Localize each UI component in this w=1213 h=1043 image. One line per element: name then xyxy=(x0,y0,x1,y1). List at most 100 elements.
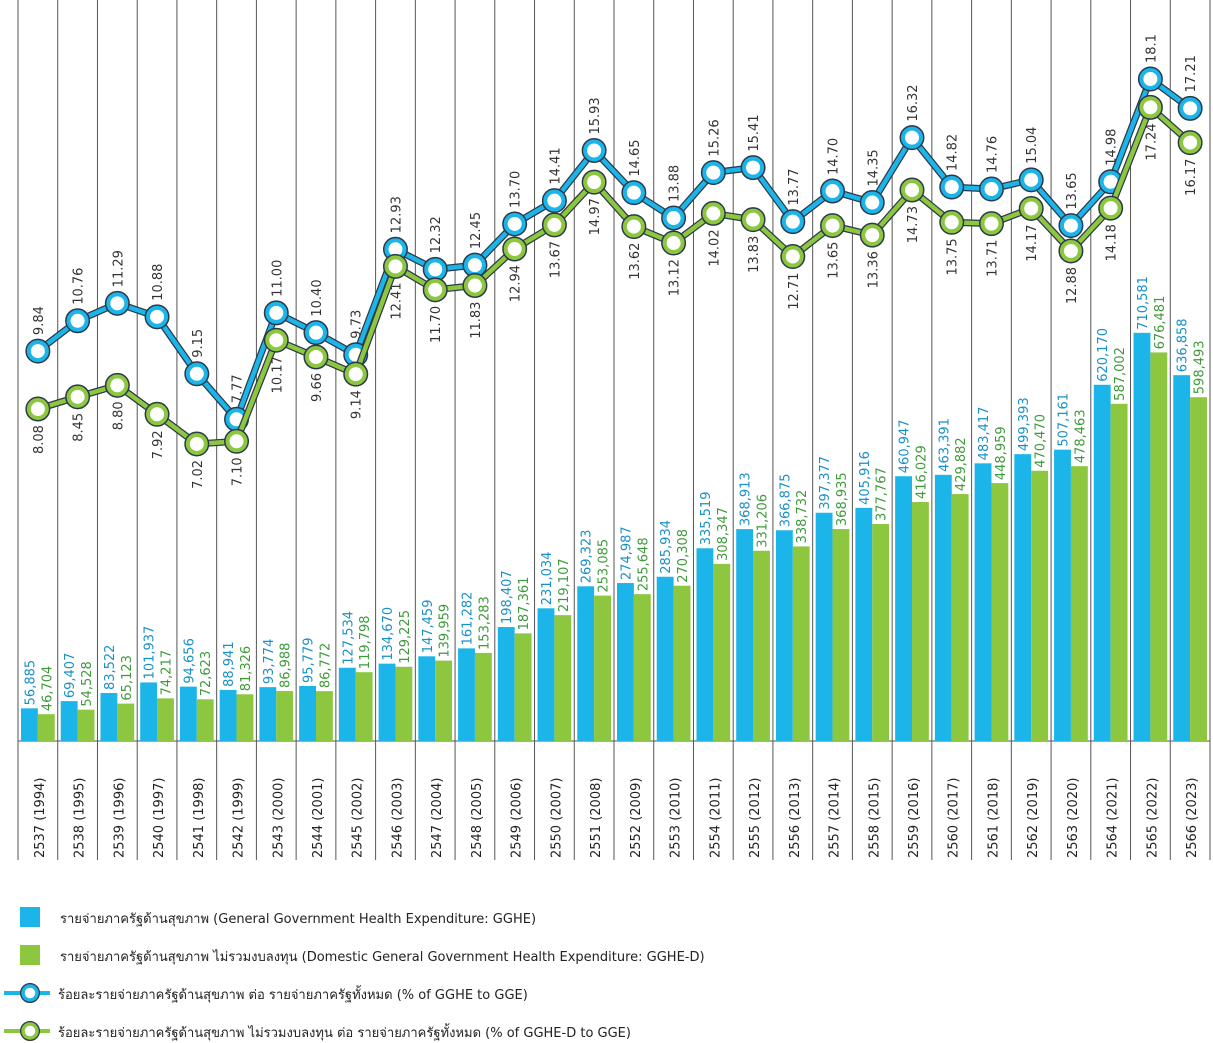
bar xyxy=(276,691,294,741)
marker-ring xyxy=(463,274,486,297)
marker-ring xyxy=(424,258,447,281)
bar-value-label: 368,913 xyxy=(739,472,754,526)
bar-value-label: 119,798 xyxy=(358,615,373,669)
bar xyxy=(832,529,850,741)
marker-ring xyxy=(66,385,89,408)
x-tick-label: 2547 (2004) xyxy=(430,778,445,858)
bar xyxy=(895,476,912,741)
bar-value-label: 231,034 xyxy=(540,552,555,606)
bar xyxy=(1150,352,1168,741)
bar xyxy=(435,660,453,741)
bar-value-label: 147,459 xyxy=(421,600,436,654)
bar-value-label: 153,283 xyxy=(477,596,492,650)
bar xyxy=(633,594,651,741)
bar xyxy=(656,576,674,741)
line-value-label: 13.62 xyxy=(628,243,643,280)
line-value-label: 14.97 xyxy=(588,198,603,235)
bar xyxy=(196,699,214,741)
marker-ring xyxy=(305,321,327,344)
line-value-label: 14.98 xyxy=(1105,129,1120,166)
bar-value-label: 94,656 xyxy=(182,638,197,684)
line-value-label: 15.04 xyxy=(1025,127,1040,164)
marker-ring xyxy=(185,362,208,385)
bar xyxy=(219,689,237,741)
line-value-label: 12.41 xyxy=(389,282,404,319)
bar-value-label: 81,326 xyxy=(239,646,254,692)
line-value-label: 7.77 xyxy=(231,374,246,403)
bar xyxy=(554,615,572,741)
bar xyxy=(577,586,595,741)
line-value-label: 14.35 xyxy=(866,149,881,186)
bar xyxy=(792,546,810,741)
bar-value-label: 308,347 xyxy=(716,507,731,561)
bar xyxy=(1173,375,1191,741)
line-value-label: 9.66 xyxy=(310,373,325,402)
bar-value-label: 478,463 xyxy=(1073,409,1088,463)
bar-value-label: 101,937 xyxy=(143,626,158,680)
bar-value-label: 253,085 xyxy=(597,539,612,593)
line-value-label: 13.75 xyxy=(946,238,961,275)
marker-ring xyxy=(26,398,49,421)
line-value-label: 8.08 xyxy=(32,425,47,454)
line-value-label: 14.82 xyxy=(946,134,961,171)
line-value-label: 15.41 xyxy=(747,114,762,151)
marker-ring xyxy=(861,224,884,247)
bar xyxy=(1093,384,1111,741)
marker-ring xyxy=(742,208,765,231)
line-value-label: 16.32 xyxy=(906,84,921,121)
marker-ring xyxy=(940,176,963,199)
line-value-label: 10.76 xyxy=(72,268,87,305)
marker-ring xyxy=(980,178,1003,201)
bar-value-label: 499,393 xyxy=(1017,397,1032,451)
bar-value-label: 483,417 xyxy=(977,407,992,461)
line-value-label: 12.94 xyxy=(509,265,524,302)
bar-value-label: 429,882 xyxy=(954,437,969,491)
bar xyxy=(37,714,55,741)
marker-ring xyxy=(543,189,566,212)
x-tick-label: 2546 (2003) xyxy=(390,778,405,858)
marker-ring xyxy=(106,374,129,397)
bar-value-label: 335,519 xyxy=(699,492,714,546)
marker-ring xyxy=(146,305,169,328)
marker-ring xyxy=(583,139,606,162)
marker-ring xyxy=(781,245,804,268)
line-value-label: 15.93 xyxy=(588,97,603,134)
legend-label: ร้อยละรายจ่ายภาครัฐด้านสุขภาพ ต่อ รายจ่า… xyxy=(58,985,528,1003)
line-value-label: 13.88 xyxy=(668,165,683,202)
marker-ring xyxy=(106,292,129,315)
bar xyxy=(1031,470,1049,741)
bar-value-label: 269,323 xyxy=(580,530,595,584)
line-value-label: 14.17 xyxy=(1025,224,1040,261)
bar xyxy=(872,524,890,741)
legend-label: รายจ่ายภาครัฐด้านสุขภาพ (General Governm… xyxy=(60,912,536,927)
marker-ring xyxy=(821,214,844,237)
marker-ring xyxy=(861,191,884,214)
bar xyxy=(713,563,731,741)
legend-marker-ring xyxy=(21,1022,39,1040)
bar xyxy=(157,698,174,741)
marker-ring xyxy=(66,309,89,332)
line-value-label: 13.77 xyxy=(787,168,802,205)
bar-value-label: 636,858 xyxy=(1176,318,1191,372)
line-value-label: 9.14 xyxy=(350,390,365,419)
marker-ring xyxy=(702,202,725,225)
bar-value-label: 377,767 xyxy=(875,467,890,521)
bar xyxy=(100,693,118,741)
marker-ring xyxy=(1139,68,1162,91)
marker-ring xyxy=(265,329,288,352)
bar xyxy=(179,686,197,741)
x-tick-label: 2554 (2011) xyxy=(708,778,723,858)
marker-ring xyxy=(1020,168,1043,191)
x-tick-label: 2551 (2008) xyxy=(589,778,604,858)
marker-ring xyxy=(622,215,645,238)
bar xyxy=(951,494,969,741)
bar-value-label: 470,470 xyxy=(1034,414,1049,468)
line-value-label: 11.00 xyxy=(270,260,285,297)
bar-value-label: 338,732 xyxy=(795,490,810,544)
bar-value-label: 331,206 xyxy=(756,494,771,548)
line-value-label: 14.73 xyxy=(906,206,921,243)
line-value-label: 9.73 xyxy=(350,310,365,339)
marker-ring xyxy=(702,161,725,184)
marker-ring xyxy=(1059,239,1082,262)
marker-ring xyxy=(185,432,208,455)
